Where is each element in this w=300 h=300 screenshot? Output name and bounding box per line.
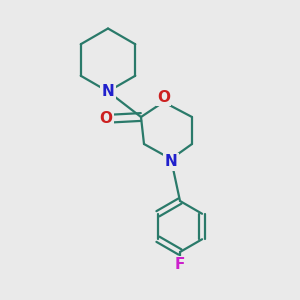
Text: O: O	[99, 111, 112, 126]
Text: N: N	[165, 154, 177, 169]
Text: N: N	[102, 84, 114, 99]
Text: O: O	[157, 90, 170, 105]
Text: F: F	[175, 257, 185, 272]
